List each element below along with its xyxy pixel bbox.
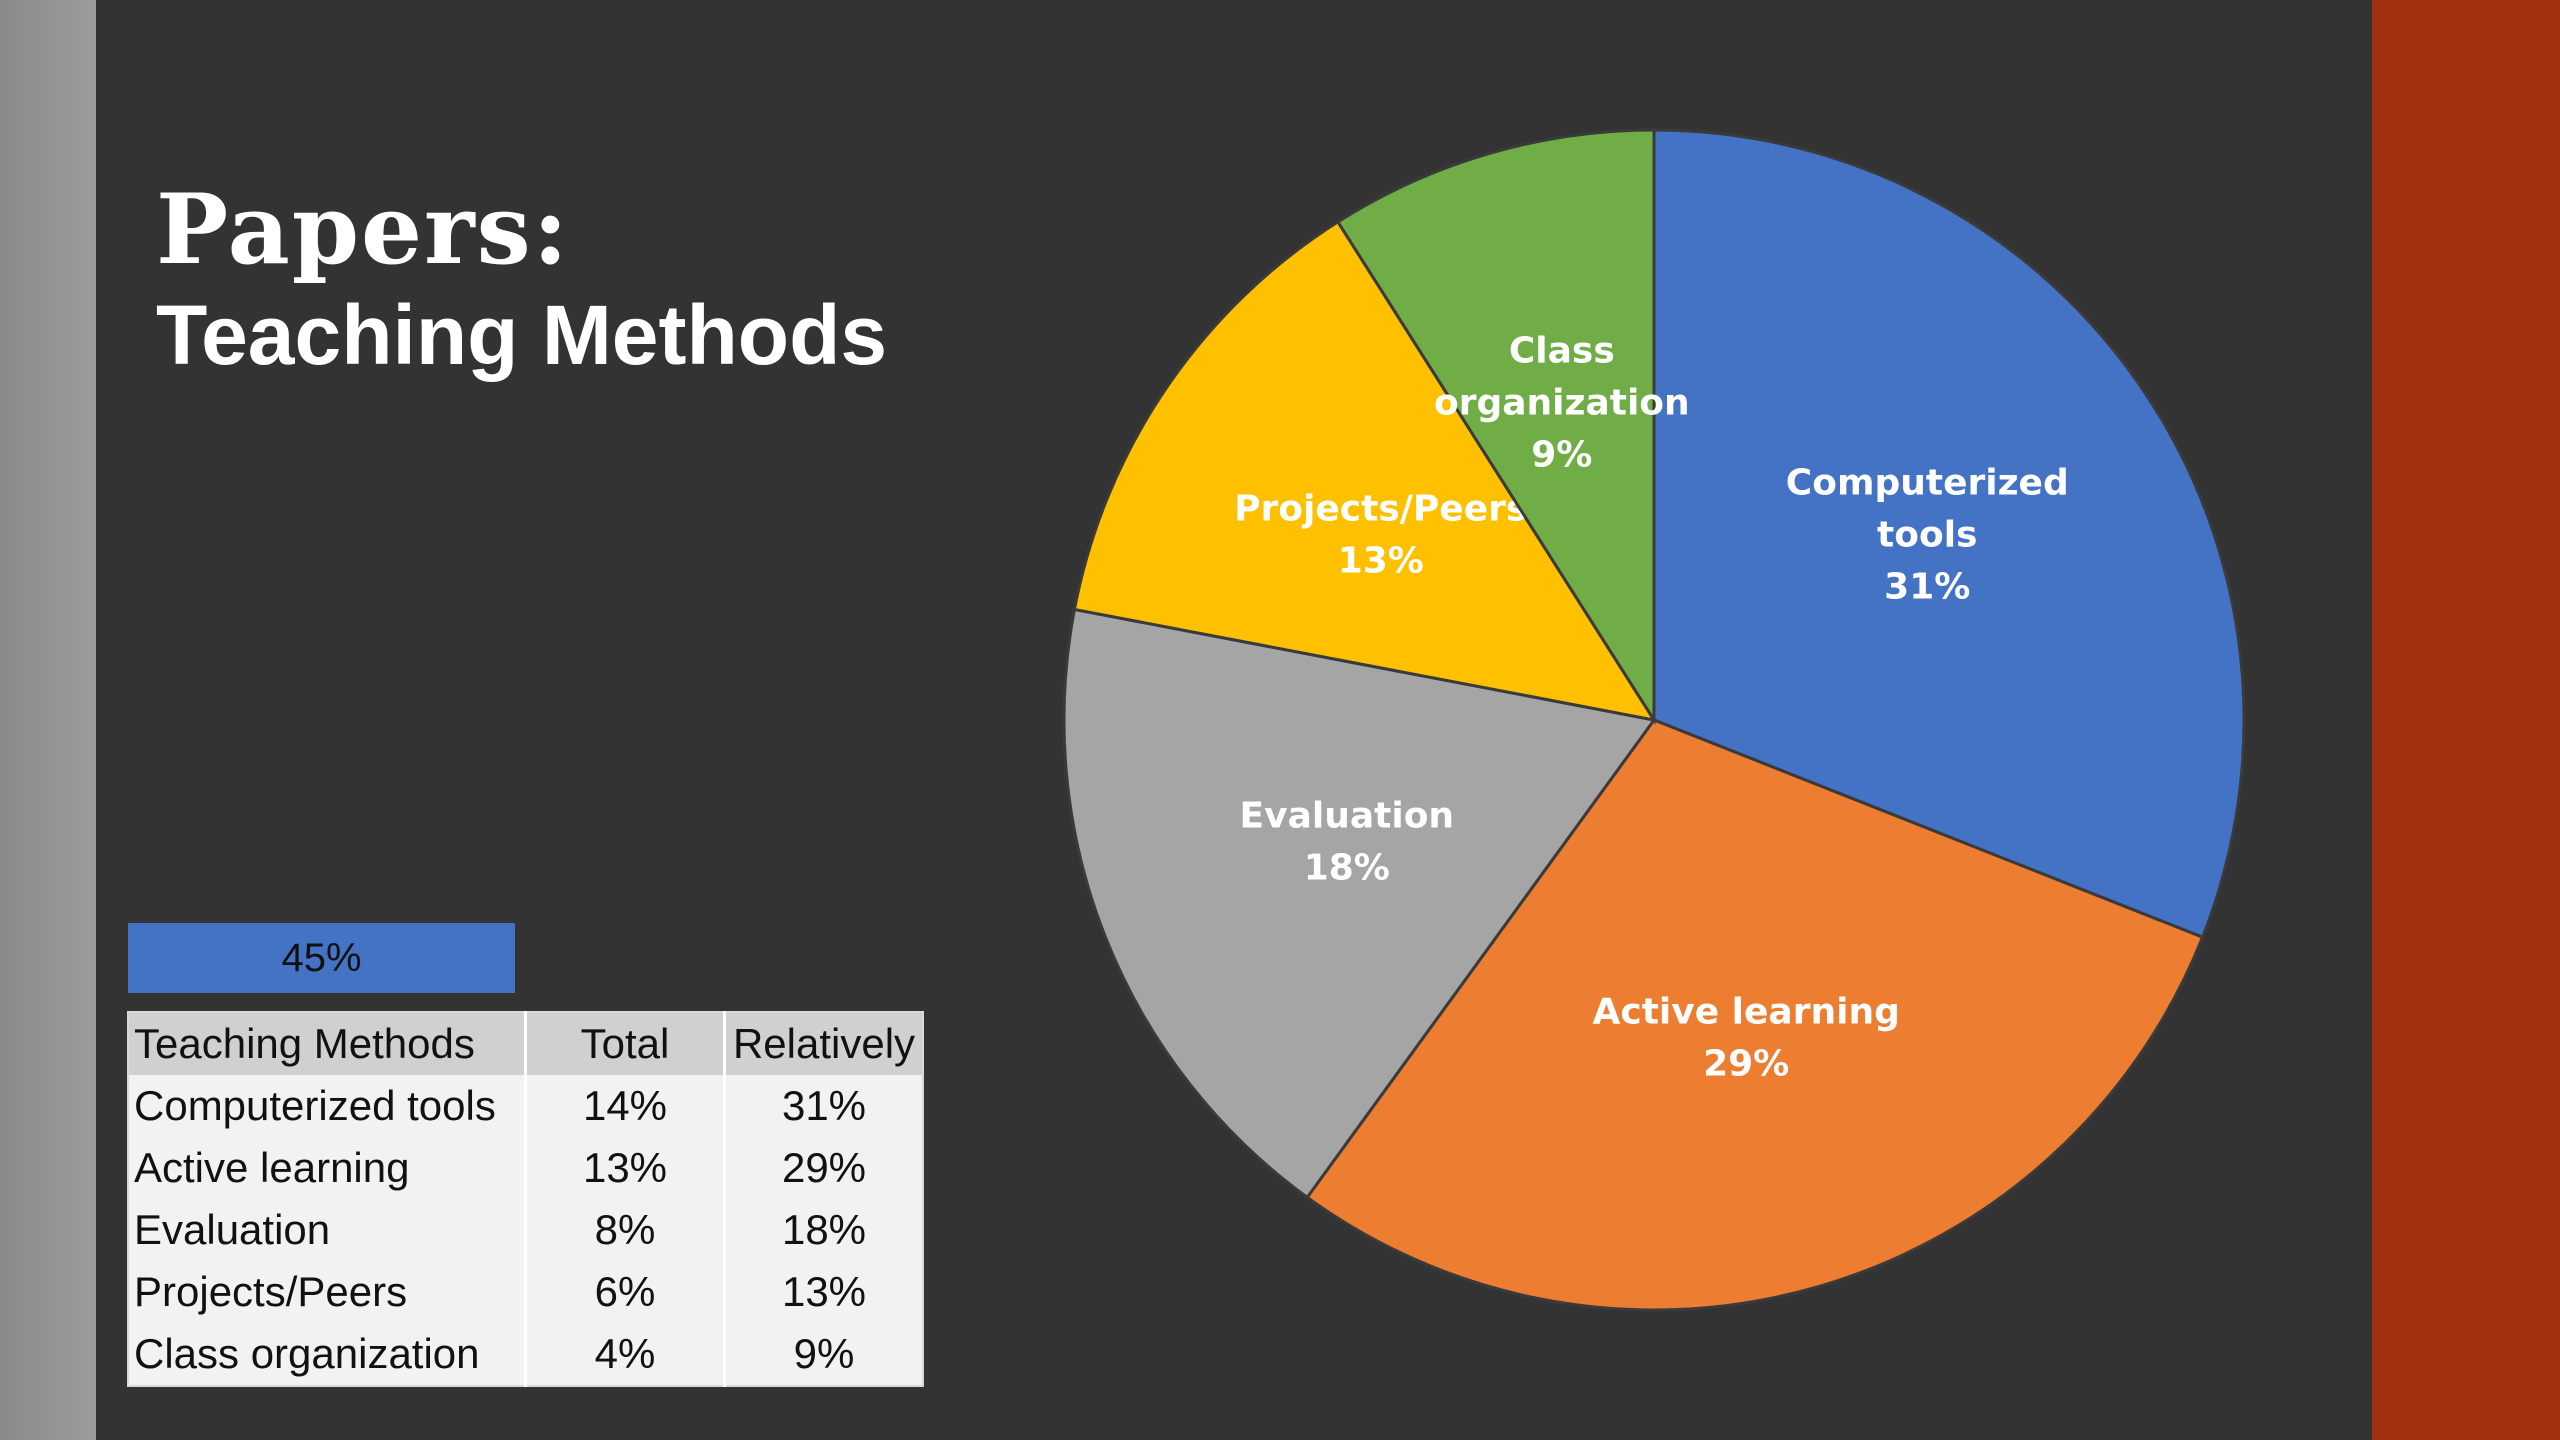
table-row: Evaluation 8% 18% (128, 1199, 923, 1261)
pie-slice-label-2: Evaluation 18% (1240, 796, 1455, 889)
method-name: Class organization (128, 1323, 527, 1386)
method-total: 14% (525, 1075, 726, 1137)
pie-slice-value: 31% (1884, 566, 1970, 607)
teaching-methods-table: Teaching Methods Total Relatively Comput… (127, 1011, 924, 1387)
method-relative: 18% (724, 1199, 923, 1261)
pie-slice-4 (1335, 128, 1656, 726)
table-row: Computerized tools 14% 31% (128, 1075, 923, 1137)
pie-slice-name: tools (1877, 514, 1977, 555)
pie-slice-2 (1062, 607, 1657, 1200)
pie-slice-name: Active learning (1593, 991, 1900, 1032)
pie-slice-value: 18% (1304, 848, 1390, 889)
table-row: Class organization 4% 9% (128, 1323, 923, 1386)
slide-title: Papers: Teaching Methods (156, 175, 887, 385)
pie-slice-value: 29% (1703, 1043, 1789, 1084)
pie-slice-name: Class (1509, 331, 1615, 372)
total-percentage-badge: 45% (128, 923, 515, 993)
header-total: Total (525, 1012, 726, 1075)
method-relative: 9% (724, 1323, 923, 1386)
pie-chart: Computerized tools 31% Active learning 29% Ev… (1030, 110, 2290, 1350)
method-relative: 31% (724, 1075, 923, 1137)
method-total: 13% (525, 1137, 726, 1199)
pie-slice-value: 9% (1531, 435, 1592, 476)
method-relative: 29% (724, 1137, 923, 1199)
table-header-row: Teaching Methods Total Relatively (128, 1012, 923, 1075)
pie-slice-name: organization (1434, 383, 1690, 424)
right-accent-bar (2372, 0, 2560, 1440)
pie-slice-1 (1305, 718, 2205, 1312)
method-name: Computerized tools (128, 1075, 527, 1137)
method-relative: 13% (724, 1261, 923, 1323)
left-accent-bar (0, 0, 96, 1440)
pie-slice-name: Projects/Peers (1234, 488, 1527, 529)
table-row: Projects/Peers 6% 13% (128, 1261, 923, 1323)
method-name: Evaluation (128, 1199, 527, 1261)
pie-slice-3 (1072, 219, 1658, 723)
header-relatively: Relatively (724, 1012, 923, 1075)
method-name: Projects/Peers (128, 1261, 527, 1323)
pie-slice-label-0: Computerized tools 31% (1786, 462, 2069, 607)
pie-chart-svg: Computerized tools 31% Active learning 29% Ev… (1062, 128, 2246, 1312)
title-line-1: Papers: (156, 173, 571, 286)
pie-slice-label-4: Class organization 9% (1434, 331, 1690, 476)
method-total: 8% (525, 1199, 726, 1261)
header-teaching-methods: Teaching Methods (128, 1012, 527, 1075)
method-total: 6% (525, 1261, 726, 1323)
pie-slice-name: Evaluation (1240, 796, 1455, 837)
pie-slice-name: Computerized (1786, 462, 2069, 503)
table-row: Active learning 13% 29% (128, 1137, 923, 1199)
pie-slice-label-1: Active learning 29% (1593, 991, 1900, 1084)
pie-slice-label-3: Projects/Peers 13% (1234, 488, 1527, 581)
pie-slice-value: 13% (1338, 540, 1424, 581)
method-total: 4% (525, 1323, 726, 1386)
method-name: Active learning (128, 1137, 527, 1199)
pie-slice-0 (1652, 128, 2246, 940)
title-line-2: Teaching Methods (156, 288, 888, 382)
